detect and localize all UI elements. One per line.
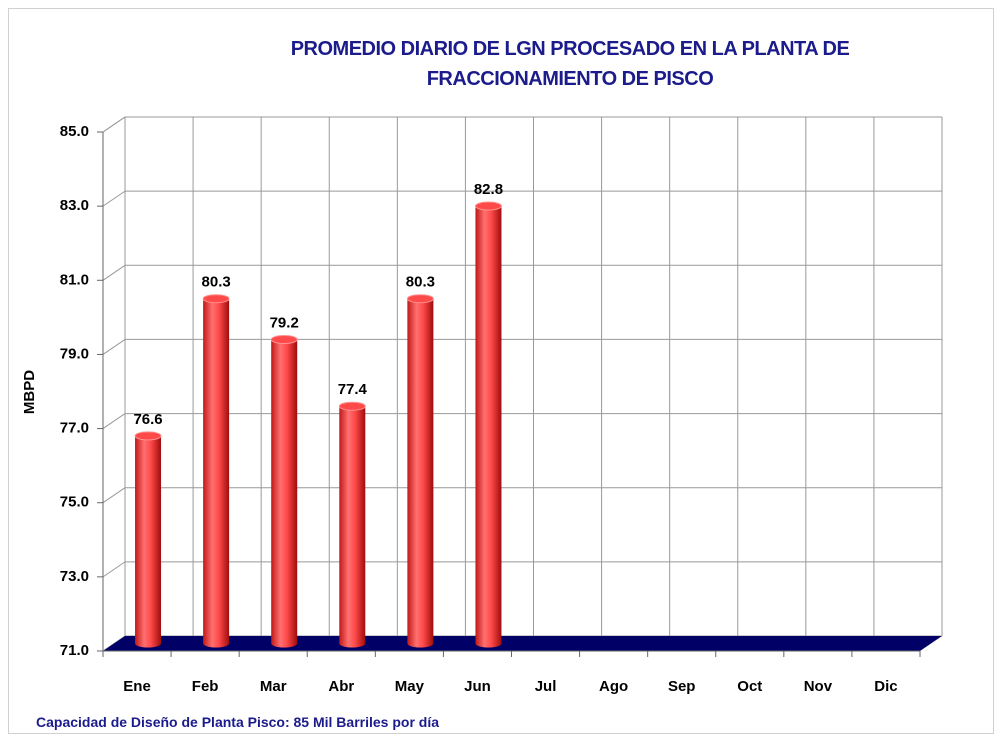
data-label: 80.3 bbox=[202, 274, 231, 291]
y-tick-label: 77.0 bbox=[60, 420, 89, 437]
bar-part bbox=[202, 294, 230, 304]
x-tick-label: Feb bbox=[192, 678, 219, 695]
grid-line bbox=[102, 264, 126, 281]
bar-part bbox=[339, 406, 366, 648]
x-tick-label: Mar bbox=[260, 678, 287, 695]
chart-frame bbox=[8, 8, 994, 734]
bar bbox=[338, 401, 366, 648]
bar-part bbox=[406, 294, 434, 304]
y-tick-label: 75.0 bbox=[60, 494, 89, 511]
data-label: 80.3 bbox=[406, 274, 435, 291]
bar bbox=[474, 201, 502, 648]
x-tick-label: May bbox=[395, 678, 425, 695]
bar bbox=[134, 431, 162, 648]
y-axis-label: MBPD bbox=[21, 370, 38, 414]
x-tick-label: Oct bbox=[737, 678, 762, 695]
x-tick-label: Nov bbox=[804, 678, 833, 695]
grid-line bbox=[102, 487, 126, 504]
y-tick-label: 71.0 bbox=[60, 642, 89, 659]
x-tick-label: Abr bbox=[328, 678, 354, 695]
bar-part bbox=[203, 298, 230, 648]
footnote: Capacidad de Diseño de Planta Pisco: 85 … bbox=[36, 714, 440, 730]
y-tick-label: 83.0 bbox=[60, 197, 89, 214]
bar-part bbox=[134, 431, 162, 441]
bar bbox=[202, 294, 230, 648]
data-label: 82.8 bbox=[474, 181, 503, 198]
grid-line bbox=[102, 561, 126, 578]
bar-part bbox=[474, 201, 502, 211]
data-label: 77.4 bbox=[338, 381, 368, 398]
bar-part bbox=[135, 435, 162, 648]
grid-line bbox=[102, 116, 126, 133]
grid-line bbox=[102, 339, 126, 355]
y-tick-label: 85.0 bbox=[60, 123, 89, 140]
bar-part bbox=[407, 298, 434, 648]
bar-part bbox=[270, 335, 298, 345]
chart-title: PROMEDIO DIARIO DE LGN PROCESADO EN LA P… bbox=[290, 38, 850, 90]
x-tick-label: Jun bbox=[464, 678, 491, 695]
x-tick-label: Ene bbox=[123, 678, 151, 695]
bar-part bbox=[338, 401, 366, 411]
grid-line bbox=[102, 413, 126, 429]
floor bbox=[103, 636, 942, 651]
y-tick-label: 73.0 bbox=[60, 568, 89, 585]
x-tick-label: Sep bbox=[668, 678, 696, 695]
bar-part bbox=[475, 206, 502, 648]
grid-line bbox=[102, 190, 126, 207]
bar-part bbox=[271, 339, 298, 648]
data-label: 76.6 bbox=[133, 411, 162, 428]
x-tick-label: Ago bbox=[599, 678, 628, 695]
bar bbox=[406, 294, 434, 648]
bar bbox=[270, 335, 298, 648]
y-tick-label: 81.0 bbox=[60, 271, 89, 288]
y-tick-label: 79.0 bbox=[60, 345, 89, 362]
data-label: 79.2 bbox=[270, 314, 299, 331]
x-tick-label: Jul bbox=[535, 678, 557, 695]
x-tick-label: Dic bbox=[874, 678, 897, 695]
